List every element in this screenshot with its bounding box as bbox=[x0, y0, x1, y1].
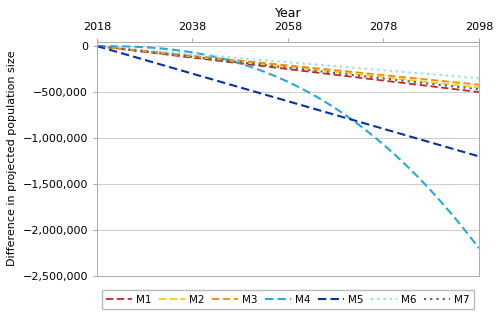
M7 bbox=[376, 76, 382, 80]
M2 bbox=[438, 82, 444, 85]
M7 bbox=[304, 68, 310, 72]
M2 bbox=[424, 80, 430, 84]
M6 bbox=[404, 70, 410, 74]
M4 bbox=[476, 246, 482, 250]
M5 bbox=[424, 139, 430, 143]
Line: M7: M7 bbox=[97, 46, 479, 89]
M4 bbox=[404, 165, 410, 168]
M5 bbox=[438, 143, 444, 147]
Line: M2: M2 bbox=[97, 46, 479, 88]
M7 bbox=[424, 82, 430, 85]
M3 bbox=[438, 79, 444, 83]
M4 bbox=[94, 44, 100, 48]
M3 bbox=[424, 77, 430, 81]
M7 bbox=[404, 79, 410, 83]
M6 bbox=[438, 73, 444, 77]
M4 bbox=[376, 139, 382, 143]
M5 bbox=[304, 105, 310, 109]
M6 bbox=[94, 44, 100, 48]
Legend: M1, M2, M3, M4, M5, M6, M7: M1, M2, M3, M4, M5, M6, M7 bbox=[102, 290, 474, 309]
M1 bbox=[476, 90, 482, 94]
M6 bbox=[304, 62, 310, 66]
M1 bbox=[424, 84, 430, 88]
M1 bbox=[438, 86, 444, 89]
M3 bbox=[476, 83, 482, 87]
Y-axis label: Difference in projected population size: Difference in projected population size bbox=[7, 51, 17, 266]
M3 bbox=[304, 65, 310, 69]
M5 bbox=[376, 125, 382, 129]
M4 bbox=[438, 199, 444, 203]
M5 bbox=[94, 44, 100, 48]
M6 bbox=[476, 76, 482, 80]
M2 bbox=[476, 86, 482, 89]
M1 bbox=[332, 73, 338, 77]
M1 bbox=[94, 44, 100, 48]
X-axis label: Year: Year bbox=[274, 7, 301, 20]
M2 bbox=[376, 75, 382, 78]
Line: M1: M1 bbox=[97, 46, 479, 92]
M3 bbox=[332, 68, 338, 72]
M6 bbox=[332, 64, 338, 68]
Line: M5: M5 bbox=[97, 46, 479, 156]
Line: M3: M3 bbox=[97, 46, 479, 85]
M7 bbox=[94, 44, 100, 48]
M1 bbox=[376, 78, 382, 82]
M4 bbox=[332, 106, 338, 110]
M1 bbox=[304, 70, 310, 73]
M3 bbox=[404, 76, 410, 79]
M7 bbox=[476, 88, 482, 91]
M7 bbox=[438, 83, 444, 87]
M5 bbox=[404, 134, 410, 137]
M2 bbox=[304, 67, 310, 71]
M3 bbox=[376, 73, 382, 76]
M4 bbox=[424, 184, 430, 188]
M6 bbox=[376, 68, 382, 72]
M2 bbox=[404, 78, 410, 82]
M2 bbox=[332, 70, 338, 74]
M5 bbox=[476, 155, 482, 158]
Line: M6: M6 bbox=[97, 46, 479, 78]
M6 bbox=[424, 72, 430, 76]
M5 bbox=[332, 113, 338, 117]
Line: M4: M4 bbox=[97, 46, 479, 248]
M3 bbox=[94, 44, 100, 48]
M2 bbox=[94, 44, 100, 48]
M1 bbox=[404, 82, 410, 85]
M7 bbox=[332, 71, 338, 75]
M4 bbox=[304, 89, 310, 93]
